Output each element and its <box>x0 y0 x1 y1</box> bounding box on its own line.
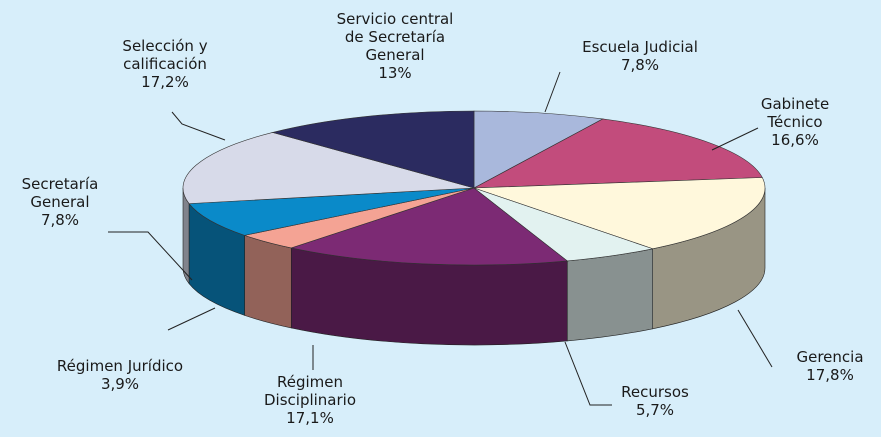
slice-label: Recursos 5,7% <box>621 383 689 419</box>
slice-side <box>244 234 292 329</box>
leader-line <box>711 127 759 151</box>
value-label: 16,6% <box>771 131 819 149</box>
leader-line <box>167 307 216 331</box>
value-label: 5,7% <box>635 401 675 419</box>
slice <box>473 118 763 189</box>
value-label: 7,8% <box>620 56 660 74</box>
category-label: Régimen Disciplinario <box>263 373 357 409</box>
value-label: 7,8% <box>40 211 80 229</box>
slice-label: Régimen Jurídico 3,9% <box>57 357 183 393</box>
value-label: 17,1% <box>286 409 334 427</box>
slice <box>290 187 569 266</box>
value-label: 13% <box>378 64 412 82</box>
category-label: Selección y calificación <box>122 37 208 73</box>
value-label: 3,9% <box>100 375 140 393</box>
category-label: Recursos <box>621 383 689 401</box>
category-label: Escuela Judicial <box>582 38 698 56</box>
slice-label: Selección y calificación 17,2% <box>122 37 207 91</box>
slice-label: Gerencia 17,8% <box>796 348 863 384</box>
category-label: Gabinete Técnico <box>760 95 830 131</box>
slice-label: Régimen Disciplinario 17,1% <box>264 373 356 427</box>
category-label: Secretaría General <box>21 175 99 211</box>
leader-line <box>108 231 193 281</box>
category-label: Régimen Jurídico <box>56 357 184 375</box>
leader-line <box>737 309 773 368</box>
value-label: 17,8% <box>806 366 854 384</box>
leader-line <box>171 111 226 141</box>
slice-side <box>566 248 653 342</box>
slice <box>271 110 475 189</box>
slice <box>182 132 475 204</box>
leader-line <box>564 341 612 406</box>
category-label: Servicio central de Secretaría General <box>336 10 454 64</box>
value-label: 17,2% <box>141 73 189 91</box>
slice <box>473 110 604 189</box>
slice-label: Escuela Judicial 7,8% <box>582 38 698 74</box>
leader-line <box>544 71 561 113</box>
slice <box>473 177 766 250</box>
slice-label: Secretaría General 7,8% <box>22 175 99 229</box>
slice-label: Servicio central de Secretaría General 13… <box>337 10 454 82</box>
slice-label: Gabinete Técnico 16,6% <box>761 95 829 149</box>
category-label: Gerencia <box>796 348 864 366</box>
